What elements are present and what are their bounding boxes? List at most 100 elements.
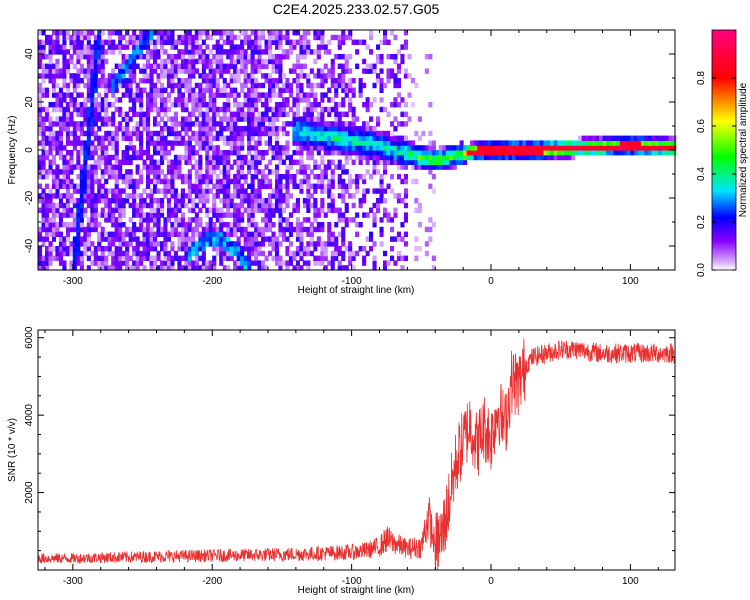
spectrogram-cell: [396, 49, 401, 55]
spectrogram-cell: [518, 145, 523, 151]
spectrogram-cell: [191, 246, 196, 252]
spectrogram-cell: [166, 202, 171, 209]
spectrogram-cell: [135, 207, 140, 213]
spectrogram-cell: [90, 207, 95, 213]
spectrogram-cell: [226, 178, 231, 185]
spectrogram-cell: [302, 226, 307, 233]
spectrogram-cell: [55, 106, 60, 113]
spectrogram-cell: [362, 178, 367, 185]
spectrogram-cell: [268, 226, 273, 233]
spectrogram-cell: [163, 63, 168, 69]
spectrogram-cell: [111, 164, 116, 170]
spectrogram-cell: [180, 97, 185, 103]
spectrogram-cell: [153, 130, 158, 137]
spectrogram-cell: [166, 265, 171, 271]
spectrogram-cell: [334, 150, 339, 156]
spectrogram-cell: [58, 126, 63, 132]
spectrogram-cell: [132, 226, 137, 233]
spectrogram-cell: [111, 30, 116, 36]
spectrogram-cell: [637, 140, 642, 146]
spectrogram-cell: [261, 260, 266, 266]
spectrogram-cell: [445, 164, 450, 170]
spectrogram-cell: [86, 183, 91, 189]
spectrogram-cell: [400, 178, 405, 185]
spectrogram-cell: [142, 159, 147, 165]
spectrogram-cell: [45, 140, 50, 146]
spectrogram-cell: [588, 145, 593, 151]
spectrogram-cell: [424, 54, 429, 60]
spectrogram-cell: [139, 92, 144, 98]
spectrogram-cell: [268, 250, 273, 257]
spectrogram-cell: [250, 174, 255, 180]
spectrogram-cell: [187, 236, 192, 242]
spectrogram-cell: [187, 174, 192, 180]
spectrogram-cell: [226, 226, 231, 233]
spectrogram-cell: [90, 169, 95, 175]
spectrogram-cell: [180, 116, 185, 122]
spectrogram-cell: [163, 73, 168, 79]
spectrogram-cell: [250, 183, 255, 189]
spectrogram-cell: [309, 106, 314, 113]
spectrogram-cell: [254, 164, 259, 170]
spectrogram-cell: [320, 169, 325, 175]
spectrogram-cell: [208, 49, 213, 55]
spectrogram-cell: [184, 97, 189, 103]
spectrogram-cell: [212, 154, 217, 161]
spectrogram-cell: [97, 193, 102, 199]
spectrogram-cell: [271, 222, 276, 228]
spectrogram-cell: [278, 255, 283, 261]
spectrogram-cell: [376, 159, 381, 165]
spectrogram-cell: [76, 54, 81, 60]
spectrogram-cell: [51, 102, 56, 108]
spectrogram-cell: [111, 241, 116, 247]
spectrogram-cell: [146, 111, 151, 117]
spectrogram-cell: [250, 92, 255, 98]
spectrogram-cell: [592, 145, 597, 151]
spectrogram-cell: [149, 255, 154, 261]
spectrogram-cell: [327, 73, 332, 79]
spectrogram-cell: [156, 150, 161, 156]
spectrogram-cell: [236, 260, 241, 266]
spectrogram-cell: [128, 231, 133, 237]
spectrogram-cell: [198, 174, 203, 180]
spectrogram-cell: [240, 250, 245, 257]
spectrogram-cell: [79, 54, 84, 60]
spectrogram-cell: [271, 130, 276, 137]
snr-frame: [37, 329, 676, 571]
spectrogram-cell: [285, 202, 290, 209]
spectrogram-cell: [139, 260, 144, 266]
spectrogram-cell: [393, 54, 398, 60]
spectrogram-cell: [285, 236, 290, 242]
spectrogram-cell: [233, 111, 238, 117]
spectrogram-cell: [201, 188, 206, 194]
spectrogram-cell: [320, 154, 325, 161]
spectrogram-cell: [111, 193, 116, 199]
spectrogram-cell: [153, 87, 158, 93]
spectrogram-cell: [379, 150, 384, 156]
spectrogram-cell: [38, 265, 43, 271]
spectrogram-cell: [376, 121, 381, 127]
spectrogram-cell: [306, 241, 311, 247]
spectrogram-cell: [48, 58, 53, 65]
spectrogram-cell: [250, 222, 255, 228]
spectrogram-cell: [111, 49, 116, 55]
spectrogram-cell: [149, 106, 154, 113]
spectrogram-cell: [302, 44, 307, 50]
spectrogram-cell: [316, 73, 321, 79]
spectrogram-cell: [135, 111, 140, 117]
spectrogram-cell: [104, 154, 109, 161]
spectrogram-cell: [160, 92, 165, 98]
spectrogram-cell: [327, 39, 332, 45]
spectrogram-cell: [306, 198, 311, 204]
spectrogram-cell: [146, 145, 151, 151]
spectrogram-cell: [163, 111, 168, 117]
spectrogram-cell: [543, 140, 548, 146]
spectrogram-cell: [86, 34, 91, 41]
spectrogram-cell: [306, 231, 311, 237]
spectrogram-cell: [139, 217, 144, 223]
spectrogram-cell: [215, 231, 220, 237]
spectrogram-cell: [449, 154, 454, 161]
spectrogram-cell: [163, 97, 168, 103]
spectrogram-cell: [271, 63, 276, 69]
spectrogram-cell: [222, 49, 227, 55]
